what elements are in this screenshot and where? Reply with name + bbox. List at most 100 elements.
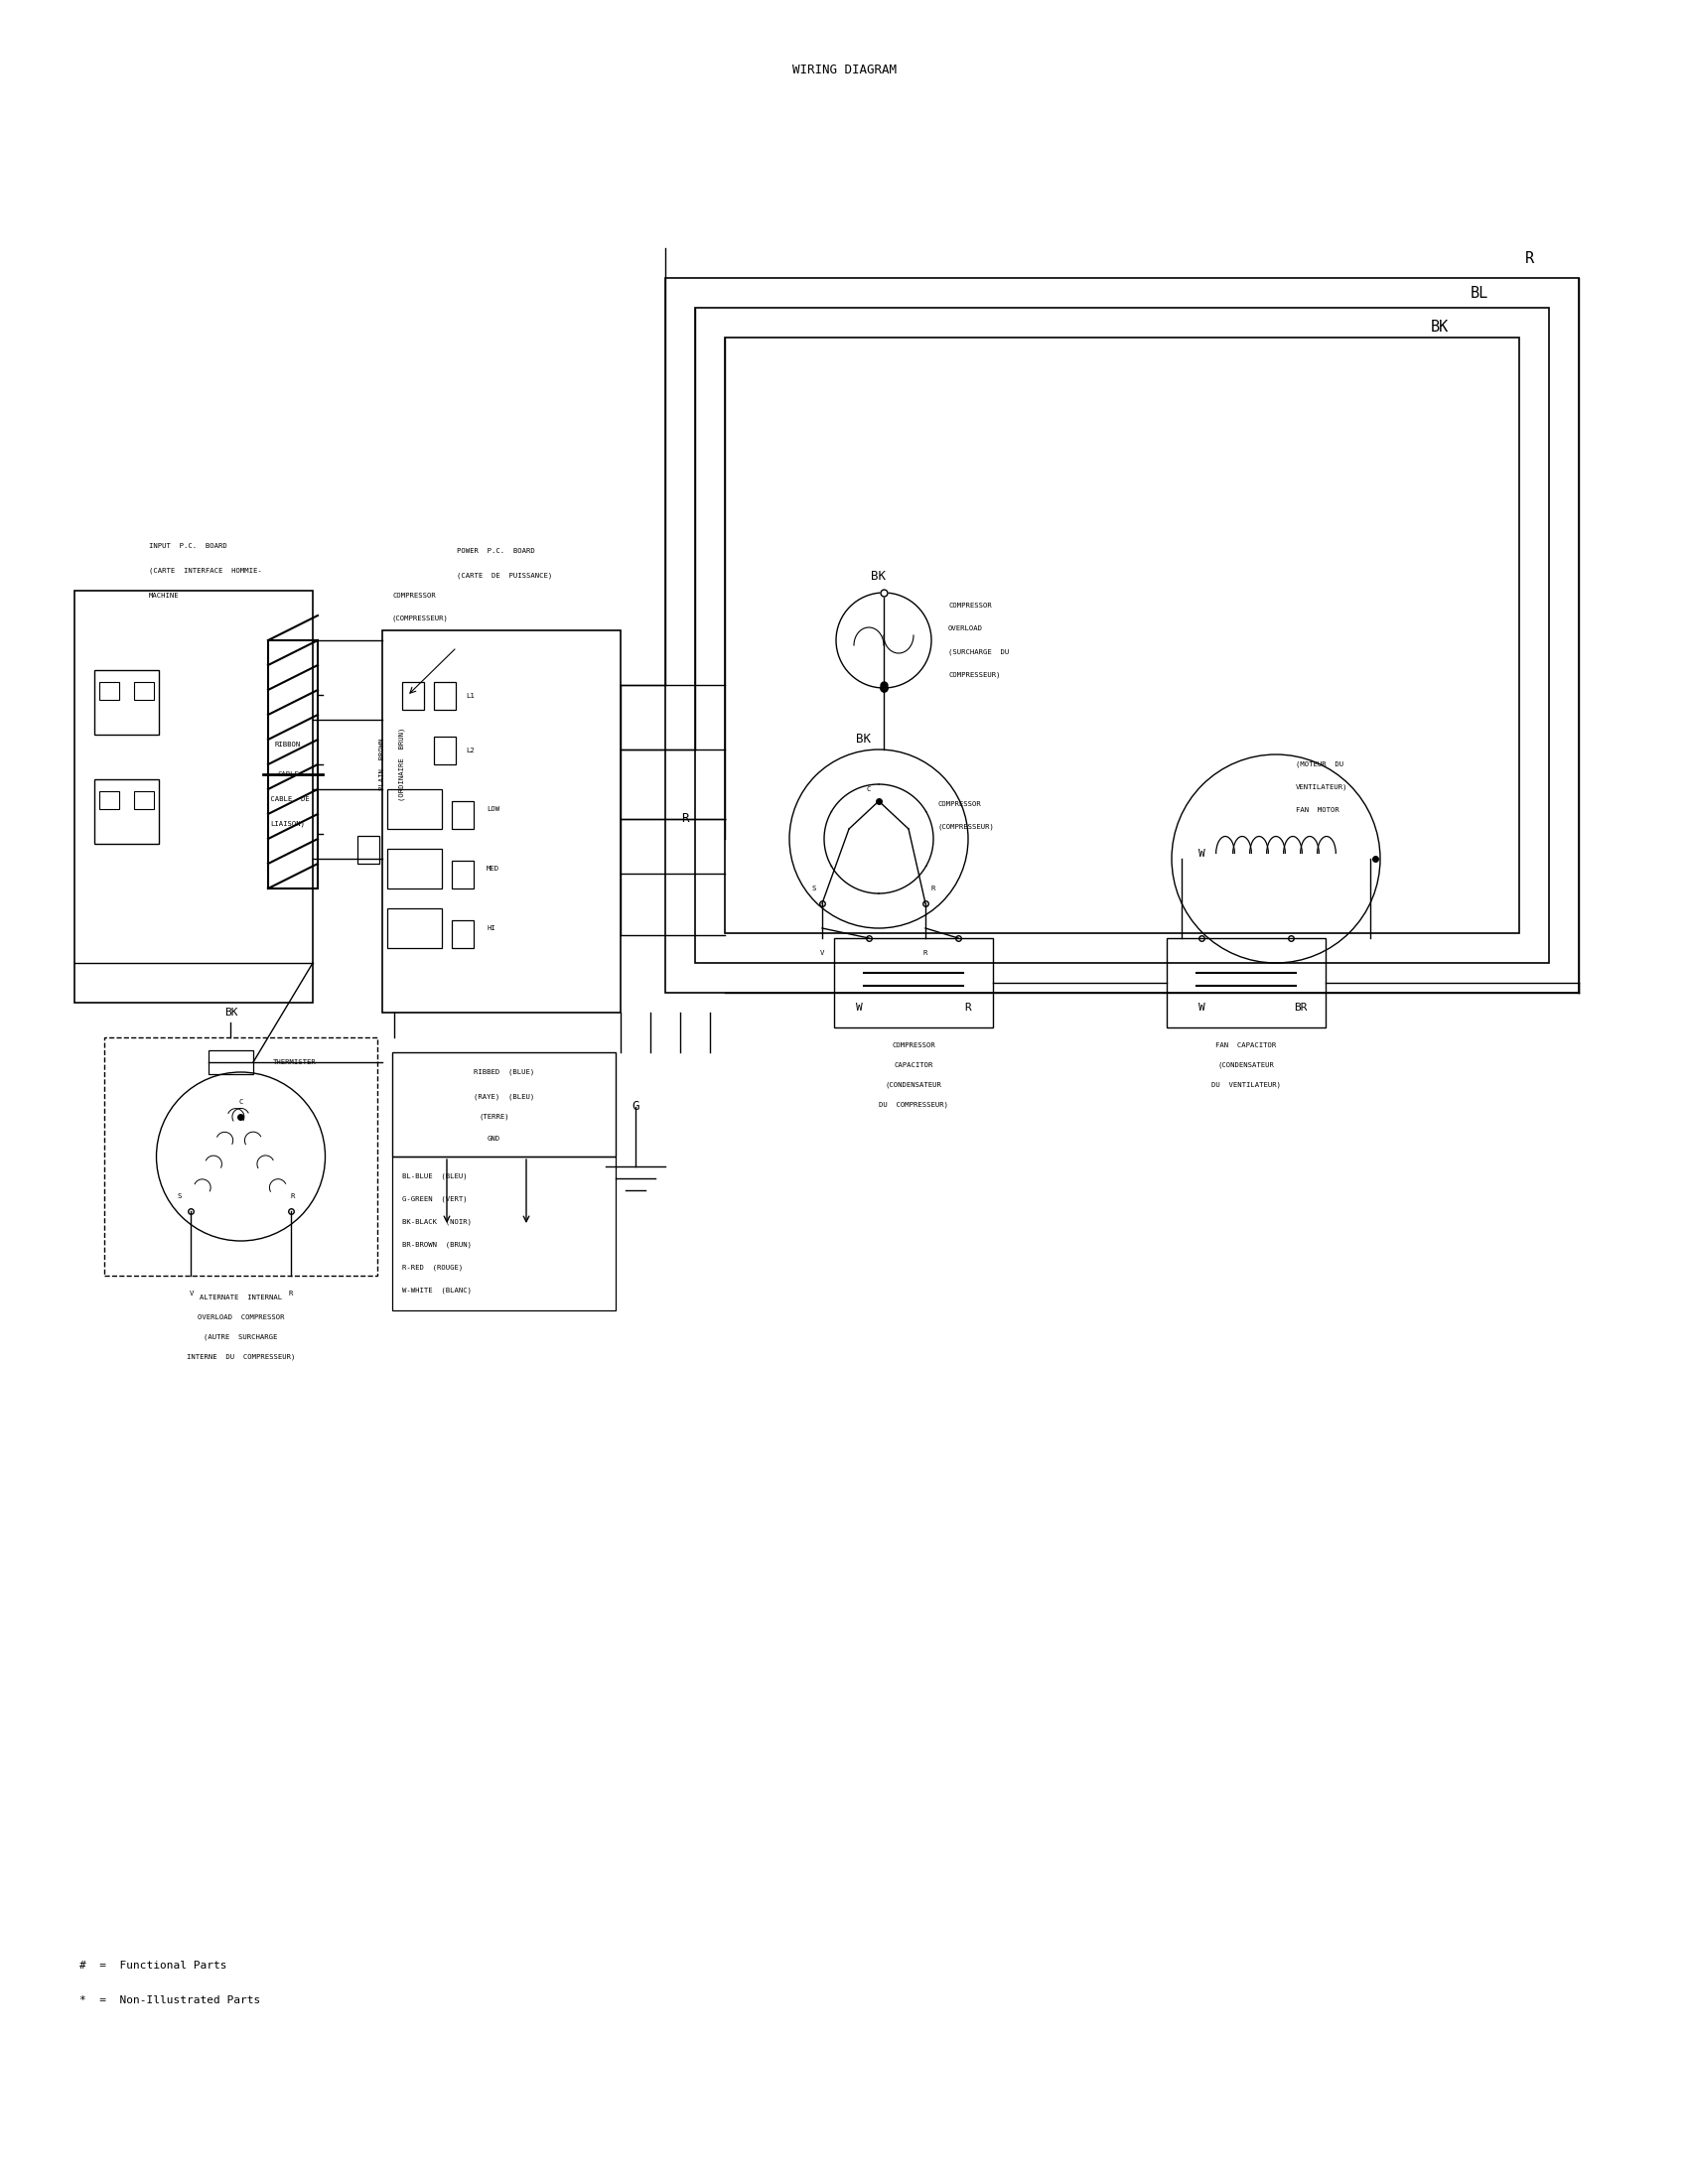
Text: BK: BK: [1431, 321, 1448, 334]
Text: W: W: [1198, 850, 1205, 858]
Text: BR-BROWN  (BRUN): BR-BROWN (BRUN): [402, 1243, 471, 1247]
Text: MED: MED: [486, 865, 500, 871]
Text: CABLE: CABLE: [277, 771, 299, 778]
Text: (CONDENSATEUR: (CONDENSATEUR: [885, 1081, 942, 1088]
Text: COMPRESSEUR): COMPRESSEUR): [949, 673, 1001, 679]
Bar: [100, 681, 120, 699]
Bar: [434, 681, 456, 710]
Bar: [95, 670, 159, 734]
Text: V: V: [189, 1291, 194, 1297]
Text: BL-BLUE  (BLEU): BL-BLUE (BLEU): [402, 1173, 468, 1179]
Text: OVERLOAD  COMPRESSOR: OVERLOAD COMPRESSOR: [197, 1315, 284, 1321]
Text: (RAYE)  (BLEU): (RAYE) (BLEU): [474, 1094, 535, 1101]
Text: (CARTE  DE  PUISSANCE): (CARTE DE PUISSANCE): [457, 572, 552, 579]
Bar: [392, 1053, 616, 1158]
Text: COMPRESSOR: COMPRESSOR: [392, 592, 436, 598]
Bar: [1166, 939, 1325, 1026]
Bar: [105, 1037, 378, 1275]
Text: WIRING DIAGRAM: WIRING DIAGRAM: [792, 63, 896, 76]
Text: THERMISTER: THERMISTER: [273, 1059, 316, 1066]
Bar: [133, 681, 154, 699]
Text: R: R: [932, 885, 935, 891]
Text: (TERRE): (TERRE): [479, 1114, 510, 1120]
Text: (SURCHARGE  DU: (SURCHARGE DU: [949, 649, 1009, 655]
Bar: [434, 736, 456, 764]
Text: R: R: [289, 1291, 292, 1297]
Text: (ORDINAIRE  BRUN): (ORDINAIRE BRUN): [398, 727, 405, 802]
Text: V: V: [820, 950, 824, 957]
Text: ALTERNATE  INTERNAL: ALTERNATE INTERNAL: [199, 1295, 282, 1299]
Text: R: R: [290, 1192, 295, 1199]
Text: DU  VENTILATEUR): DU VENTILATEUR): [1212, 1081, 1281, 1088]
Text: BK-BLACK  (NOIR): BK-BLACK (NOIR): [402, 1219, 471, 1225]
Text: BL: BL: [1470, 286, 1489, 301]
Text: PLAIN  BROWN: PLAIN BROWN: [380, 738, 385, 791]
Text: BR: BR: [1295, 1002, 1308, 1013]
Text: L1: L1: [466, 692, 474, 699]
Text: (COMPRESSEUR): (COMPRESSEUR): [939, 823, 994, 830]
Text: BK: BK: [871, 570, 886, 583]
Text: CAPACITOR: CAPACITOR: [895, 1061, 933, 1068]
Text: (CABLE  DE: (CABLE DE: [267, 795, 309, 802]
Text: R: R: [923, 950, 928, 957]
Bar: [452, 919, 474, 948]
Text: C: C: [866, 786, 871, 793]
Text: LIAISON): LIAISON): [270, 821, 306, 828]
Text: INPUT  P.C.  BOARD: INPUT P.C. BOARD: [149, 544, 228, 548]
Text: W-WHITE  (BLANC): W-WHITE (BLANC): [402, 1286, 471, 1293]
Bar: [695, 308, 1550, 963]
Text: (AUTRE  SURCHARGE: (AUTRE SURCHARGE: [204, 1334, 279, 1341]
Bar: [724, 339, 1519, 933]
Text: COMPRESSOR: COMPRESSOR: [891, 1042, 935, 1048]
Bar: [358, 836, 380, 863]
Text: COMPRESSOR: COMPRESSOR: [949, 603, 993, 609]
Text: C: C: [238, 1099, 243, 1105]
Text: (CARTE  INTERFACE  HOMMIE-: (CARTE INTERFACE HOMMIE-: [149, 568, 262, 574]
Bar: [834, 939, 993, 1026]
Text: OVERLOAD: OVERLOAD: [949, 625, 982, 631]
Text: MACHINE: MACHINE: [149, 592, 179, 598]
Text: (COMPRESSEUR): (COMPRESSEUR): [392, 616, 449, 622]
Text: G: G: [631, 1101, 640, 1114]
Text: RIBBON: RIBBON: [275, 743, 300, 747]
Text: R: R: [682, 812, 689, 826]
Text: R: R: [1524, 251, 1534, 266]
Text: R: R: [966, 1002, 972, 1013]
Bar: [209, 1051, 253, 1075]
Bar: [381, 631, 621, 1013]
Text: POWER  P.C.  BOARD: POWER P.C. BOARD: [457, 548, 535, 555]
Text: COMPRESSOR: COMPRESSOR: [939, 802, 982, 808]
Text: VENTILATEUR): VENTILATEUR): [1296, 784, 1349, 791]
Bar: [95, 780, 159, 843]
Text: R-RED  (ROUGE): R-RED (ROUGE): [402, 1265, 463, 1271]
Text: L2: L2: [466, 747, 474, 753]
Text: FAN  CAPACITOR: FAN CAPACITOR: [1215, 1042, 1276, 1048]
Text: INTERNE  DU  COMPRESSEUR): INTERNE DU COMPRESSEUR): [186, 1354, 295, 1361]
Bar: [452, 802, 474, 830]
Text: BK: BK: [225, 1007, 238, 1018]
Text: HI: HI: [486, 926, 495, 930]
Text: FAN  MOTOR: FAN MOTOR: [1296, 808, 1339, 812]
Text: RIBBED  (BLUE): RIBBED (BLUE): [474, 1068, 535, 1075]
Text: S: S: [812, 885, 817, 891]
Bar: [402, 681, 424, 710]
Bar: [268, 640, 317, 889]
Bar: [452, 860, 474, 889]
Text: S: S: [177, 1192, 181, 1199]
Text: GND: GND: [488, 1136, 501, 1142]
Bar: [665, 277, 1578, 994]
Bar: [392, 1158, 616, 1310]
Text: W: W: [1198, 1002, 1205, 1013]
Text: LOW: LOW: [486, 806, 500, 812]
Text: (MOTEUR  DU: (MOTEUR DU: [1296, 762, 1344, 767]
Text: #  =  Functional Parts: # = Functional Parts: [79, 1961, 226, 1970]
Text: *  =  Non-Illustrated Parts: * = Non-Illustrated Parts: [79, 1996, 260, 2005]
Bar: [387, 909, 442, 948]
Bar: [100, 791, 120, 808]
Bar: [387, 850, 442, 889]
Bar: [133, 791, 154, 808]
Bar: [74, 590, 312, 1002]
Bar: [387, 788, 442, 830]
Text: (CONDENSATEUR: (CONDENSATEUR: [1219, 1061, 1274, 1068]
Text: W: W: [856, 1002, 863, 1013]
